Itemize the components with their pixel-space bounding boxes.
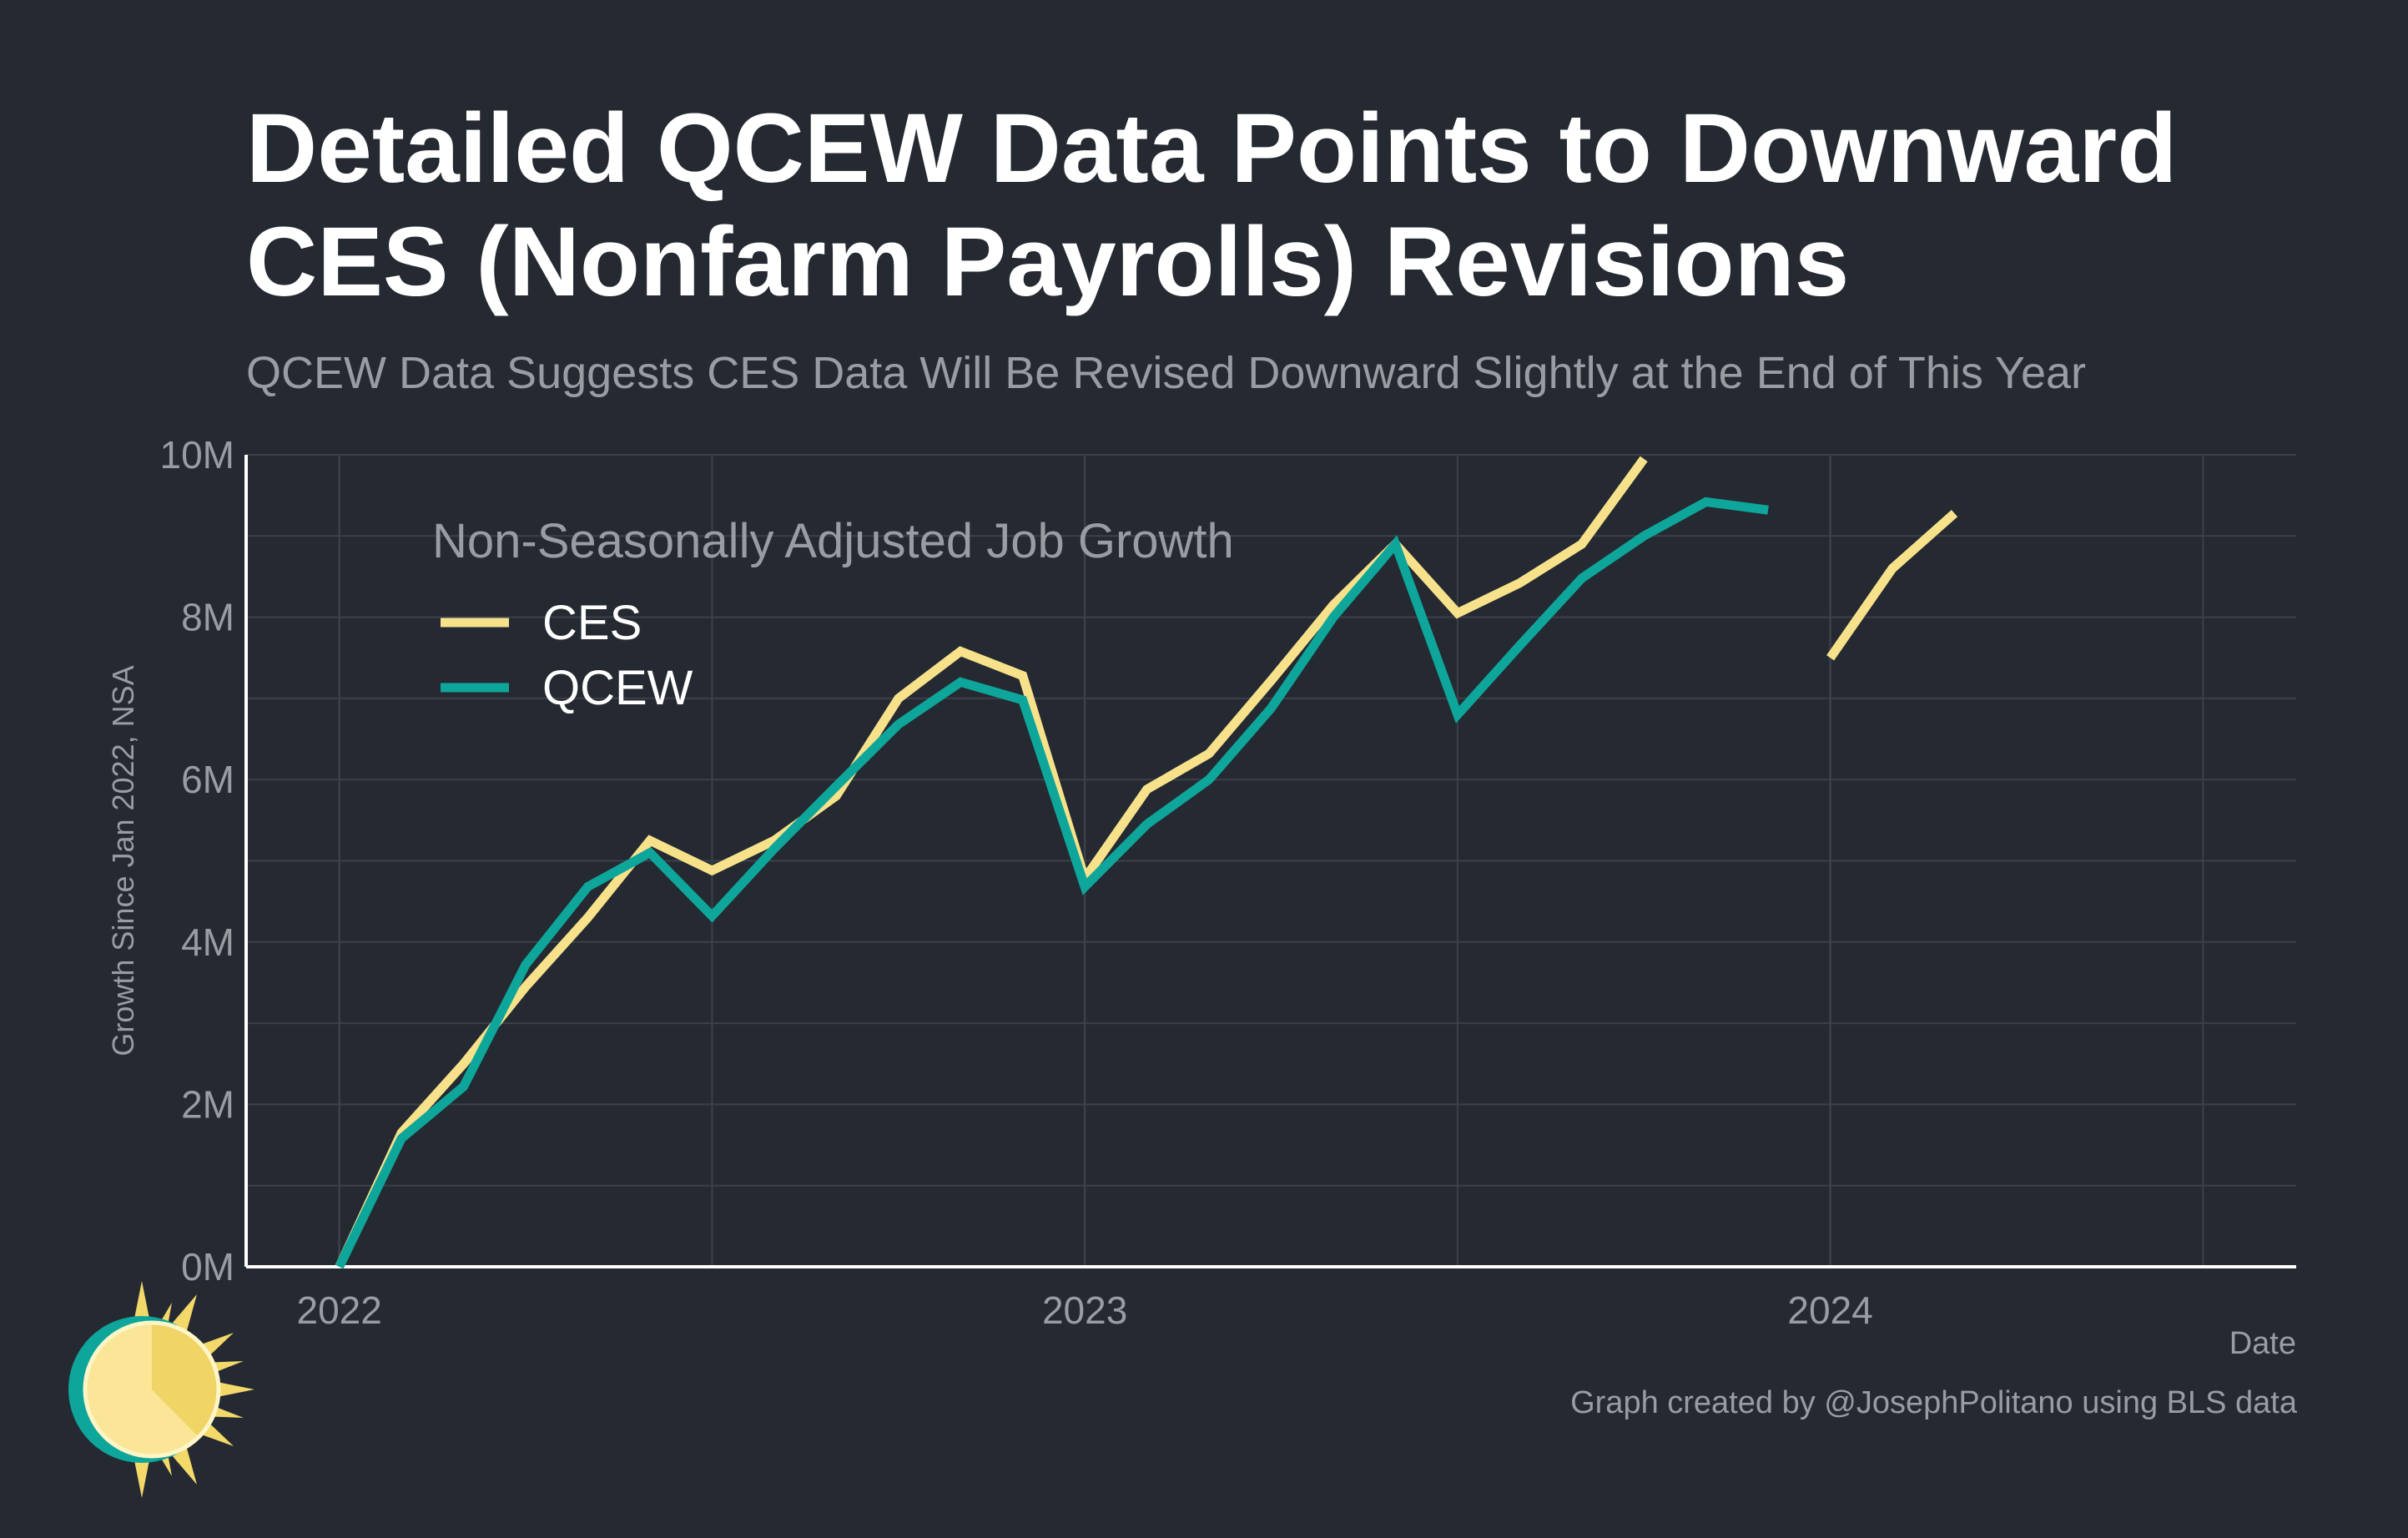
series-line-ces: [1826, 509, 1958, 661]
x-tick-label: 2024: [1787, 1288, 1872, 1332]
y-tick-label: 6M: [181, 758, 234, 801]
sun-logo-icon: [68, 1281, 254, 1498]
x-tick-label: 2023: [1042, 1288, 1127, 1332]
legend: Non-Seasonally Adjusted Job Growth CES QCE…: [432, 514, 1234, 715]
chart-subtitle: QCEW Data Suggests CES Data Will Be Revi…: [246, 348, 2087, 398]
legend-label: CES: [542, 596, 642, 650]
axes: [244, 455, 2296, 1268]
grid-lines: [246, 454, 2296, 1267]
x-tick-label: 2022: [297, 1288, 382, 1332]
y-tick-label: 2M: [181, 1082, 234, 1126]
x-axis-title: Date: [2229, 1326, 2296, 1361]
source-caption: Graph created by @JosephPolitano using B…: [1570, 1385, 2297, 1420]
y-tick-label: 10M: [160, 433, 234, 477]
axis-labels: 0M 2M 4M 6M 8M 10M 2022 2023 2024 Date Growth Sinc…: [106, 433, 2296, 1361]
y-tick-label: 0M: [181, 1245, 234, 1288]
legend-label: QCEW: [542, 661, 693, 715]
legend-title: Non-Seasonally Adjusted Job Growth: [432, 514, 1234, 568]
series-lines: [335, 456, 1958, 1269]
chart-title: Detailed QCEW Data Points to Downward CE…: [246, 93, 2178, 317]
series-line-qcew: [335, 497, 1769, 1269]
y-tick-label: 4M: [181, 920, 234, 964]
series-line-ces: [335, 456, 1648, 1269]
y-tick-label: 8M: [181, 596, 234, 639]
y-axis-title: Growth Since Jan 2022, NSA: [106, 665, 140, 1056]
